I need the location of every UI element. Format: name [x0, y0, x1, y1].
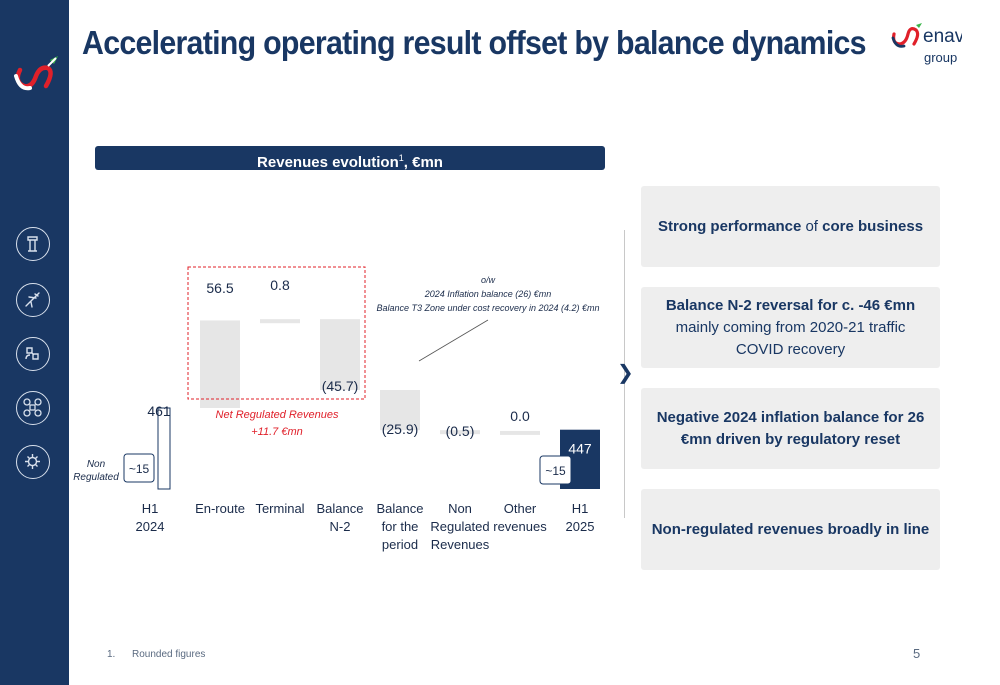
- vertical-divider: [624, 230, 625, 518]
- bar-5: [440, 430, 480, 435]
- value-label: 447: [568, 441, 592, 457]
- highlight-box-2: Balance N-2 reversal for c. -46 €mn main…: [641, 287, 940, 368]
- footnote-text: Rounded figures: [132, 649, 206, 660]
- enav-logo: [14, 56, 58, 91]
- value-label: (45.7): [322, 378, 359, 394]
- bar-3: [320, 319, 360, 391]
- enav-group-logo: enav group: [891, 23, 962, 65]
- net-regulated-label: Net Regulated Revenues: [216, 409, 339, 421]
- highlight-text: Negative 2024 inflation balance for 26 €…: [651, 407, 930, 451]
- chart-banner: Revenues evolution1, €mn: [95, 146, 605, 171]
- category-label: Regulated: [430, 519, 489, 534]
- banner-footnote-ref: 1: [398, 153, 404, 163]
- value-label: 56.5: [206, 280, 233, 296]
- net-regulated-group-box: [187, 266, 366, 400]
- callout-line: o/w: [481, 275, 496, 285]
- control-tower-icon: [16, 227, 50, 261]
- bar-4: [380, 390, 420, 431]
- airplane-icon: [16, 283, 50, 317]
- highlight-segment: mainly coming from 2020-21 traffic COVID…: [675, 318, 906, 358]
- value-label: (0.5): [446, 423, 475, 439]
- category-label: revenues: [493, 519, 547, 534]
- non-regulated-value: ~15: [545, 464, 566, 478]
- gear-icon: [16, 445, 50, 479]
- brand-sub: group: [924, 50, 957, 65]
- callout-line: 2024 Inflation balance (26) €mn: [424, 289, 552, 299]
- value-label: (25.9): [382, 421, 419, 437]
- footnote-number: 1.: [107, 649, 116, 660]
- banner-suffix: , €mn: [403, 154, 443, 171]
- net-regulated-value: +11.7 €mn: [251, 426, 302, 438]
- non-regulated-legend: Non: [87, 459, 106, 470]
- satellite-icon: [16, 337, 50, 371]
- category-label: H1: [142, 501, 159, 516]
- category-label: H1: [572, 501, 589, 516]
- highlight-segment: Negative 2024 inflation balance for 26 €…: [656, 408, 925, 448]
- category-label: period: [382, 537, 418, 552]
- category-label: 2025: [566, 519, 595, 534]
- chevron-right-icon: ❯: [617, 362, 634, 384]
- page-title: Accelerating operating result offset by …: [82, 24, 867, 61]
- highlight-box-1: Strong performance of core business: [641, 186, 940, 267]
- category-label: Balance: [317, 501, 364, 516]
- callout-line: Balance T3 Zone under cost recovery in 2…: [376, 303, 599, 313]
- brand-name: enav: [923, 26, 962, 47]
- drone-icon: [16, 391, 50, 425]
- non-regulated-tag-2025: [539, 455, 572, 485]
- category-label: En-route: [195, 501, 245, 516]
- category-label: Non: [448, 501, 472, 516]
- highlight-segment: Strong performance: [657, 217, 802, 235]
- highlight-box-4: Non-regulated revenues broadly in line: [641, 489, 940, 570]
- highlight-segment: core business: [822, 217, 924, 235]
- sidebar: [0, 0, 69, 685]
- bar-6: [500, 430, 540, 435]
- category-label: 2024: [136, 519, 165, 534]
- value-label: 0.8: [270, 277, 290, 293]
- non-regulated-legend: Regulated: [73, 472, 119, 483]
- category-label: N-2: [330, 519, 351, 534]
- category-label: Balance: [377, 501, 424, 516]
- highlight-text: Balance N-2 reversal for c. -46 €mn main…: [651, 295, 930, 361]
- highlight-segment: Non-regulated revenues broadly in line: [651, 520, 930, 538]
- footnote: 1. Rounded figures: [107, 649, 205, 660]
- highlight-segment: of: [801, 217, 823, 235]
- bar-1: [200, 320, 240, 408]
- non-regulated-value: ~15: [129, 462, 150, 476]
- category-label: Other: [504, 501, 537, 516]
- highlight-text: Non-regulated revenues broadly in line: [652, 519, 930, 541]
- bar-h1-2024: [157, 407, 171, 490]
- highlight-segment: Balance N-2 reversal for c. -46 €mn: [665, 296, 916, 314]
- non-regulated-tag-2024: [123, 453, 155, 483]
- value-label: 461: [147, 403, 171, 419]
- highlight-box-3: Negative 2024 inflation balance for 26 €…: [641, 388, 940, 469]
- category-label: Revenues: [431, 537, 490, 552]
- value-label: 0.0: [510, 408, 530, 424]
- page-number: 5: [913, 646, 921, 661]
- highlight-text: Strong performance of core business: [658, 216, 923, 238]
- category-label: Terminal: [255, 501, 304, 516]
- banner-text: Revenues evolution: [257, 154, 399, 171]
- callout-leader-line: [418, 319, 489, 362]
- category-label: for the: [382, 519, 419, 534]
- bar-2: [260, 319, 300, 324]
